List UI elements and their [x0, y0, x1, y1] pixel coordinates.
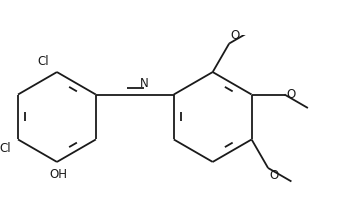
Text: N: N — [140, 77, 149, 90]
Text: O: O — [286, 88, 295, 101]
Text: O: O — [231, 29, 240, 42]
Text: OH: OH — [50, 168, 67, 181]
Text: Cl: Cl — [0, 142, 10, 155]
Text: Cl: Cl — [38, 55, 50, 68]
Text: O: O — [270, 170, 279, 182]
